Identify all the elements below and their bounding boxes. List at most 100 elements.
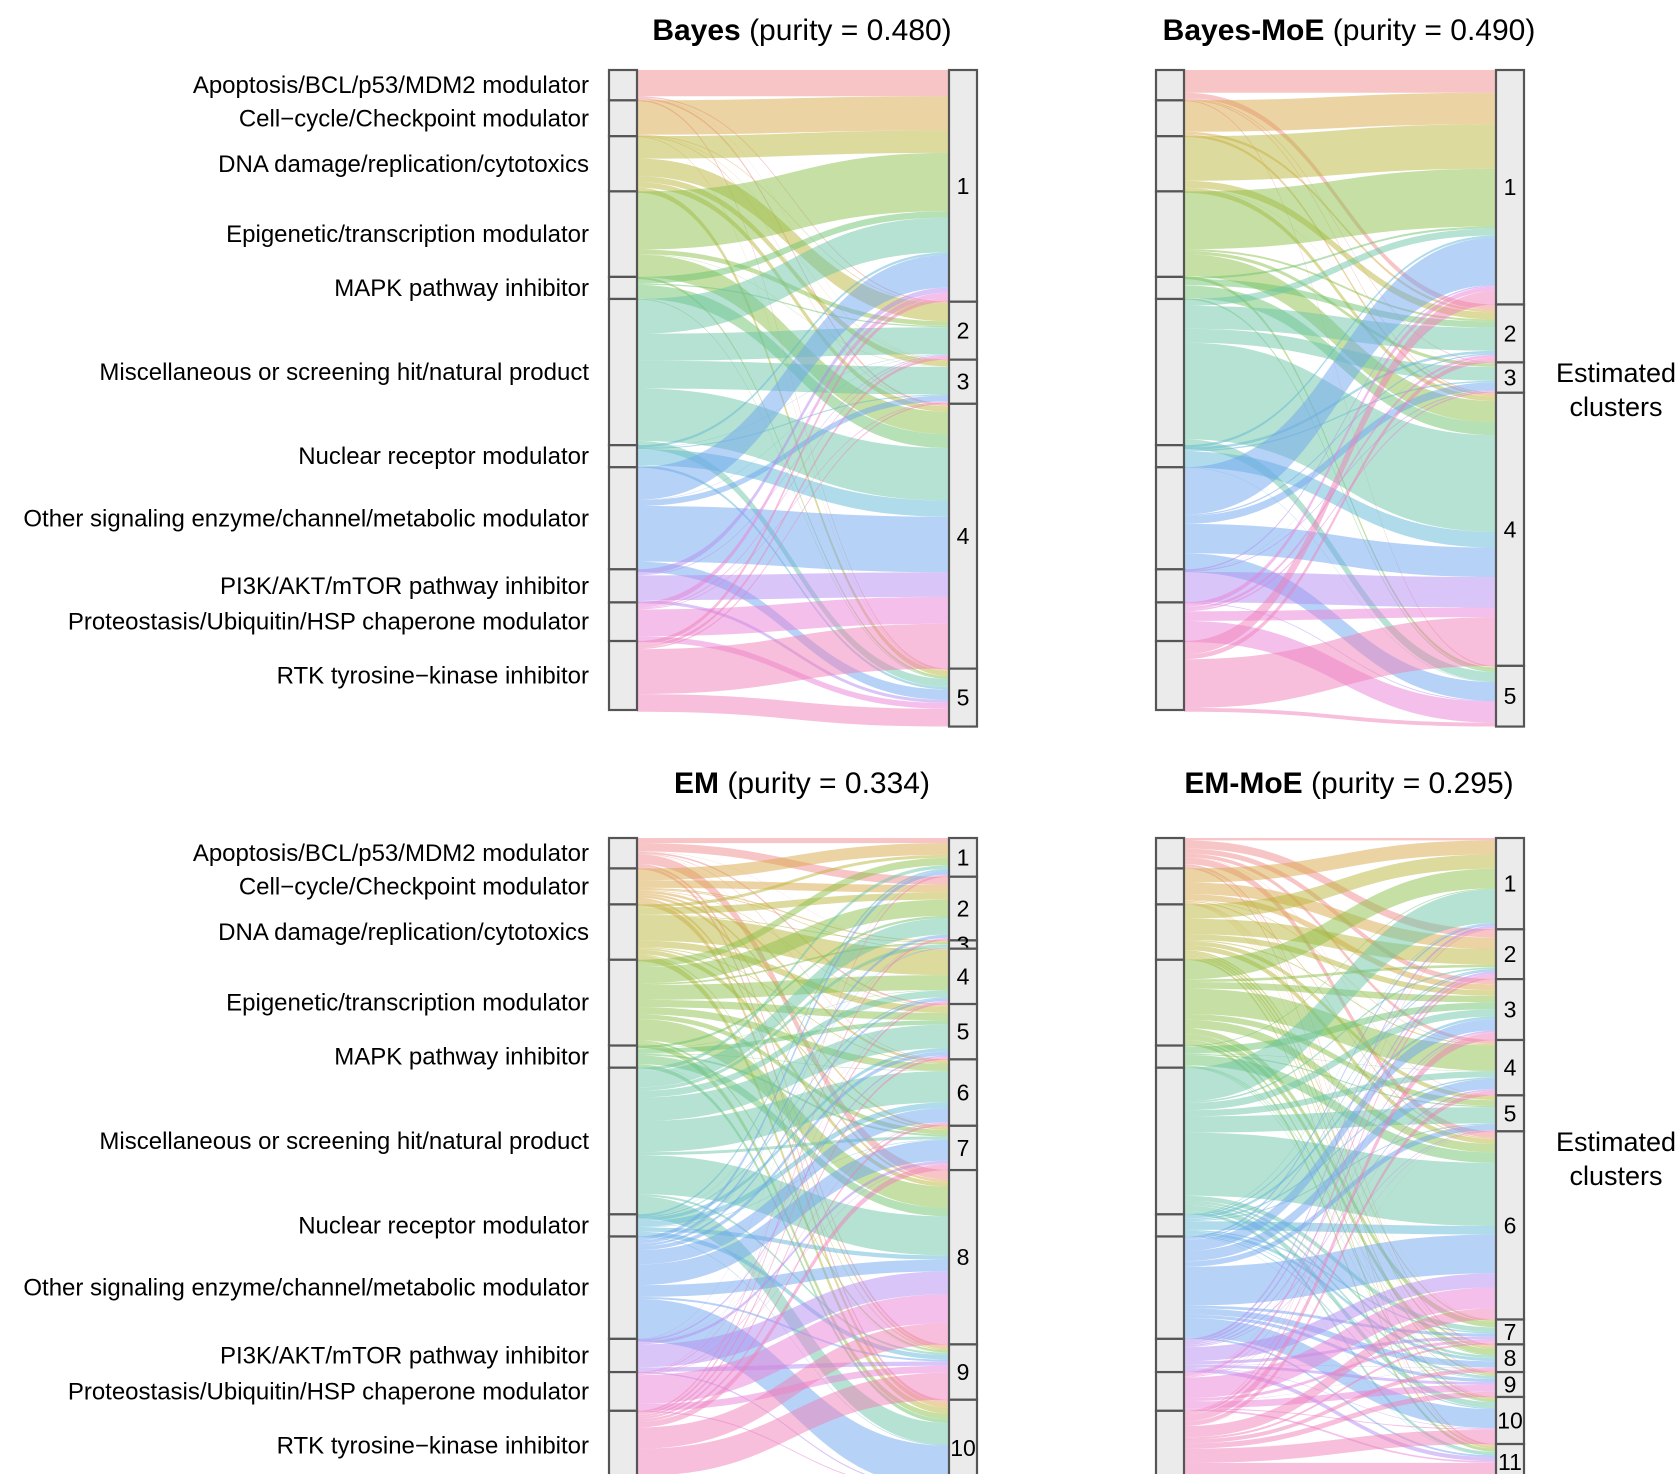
flow-band xyxy=(637,297,949,645)
flow-band xyxy=(1184,1368,1496,1462)
flow-band xyxy=(637,354,949,449)
flow-band xyxy=(637,997,949,1218)
flow-band xyxy=(1184,838,1496,841)
flow-band xyxy=(1184,235,1496,448)
flow-band xyxy=(637,130,949,159)
flow-band xyxy=(637,70,949,97)
cluster-node xyxy=(947,68,979,303)
category-label: Nuclear receptor modulator xyxy=(298,1212,589,1239)
flow-band xyxy=(1184,928,1496,1412)
cluster-label: 2 xyxy=(1504,941,1517,967)
category-node xyxy=(1154,1409,1186,1474)
alluvial-panel-2: Bayes-MoE (purity = 0.490) 1 2 3 4 5 Estimated… xyxy=(1154,14,1676,728)
category-node xyxy=(607,1213,639,1238)
flow-band xyxy=(637,1042,949,1420)
flow-band xyxy=(637,843,949,881)
category-node xyxy=(1154,68,1186,102)
flow-band xyxy=(637,694,949,727)
flow-band xyxy=(1184,888,1496,1047)
flow-band xyxy=(637,914,949,943)
cluster-label: 2 xyxy=(1504,320,1517,346)
flow-band xyxy=(637,874,949,1340)
category-label: Nuclear receptor modulator xyxy=(298,443,589,470)
category-label: DNA damage/replication/cytotoxics xyxy=(218,151,589,178)
flow-band xyxy=(1184,1107,1496,1133)
category-label: Cell−cycle/Checkpoint modulator xyxy=(239,873,589,900)
flow-band xyxy=(637,572,949,601)
category-label: Proteostasis/Ubiquitin/HSP chaperone mod… xyxy=(68,1378,589,1405)
category-label: RTK tyrosine−kinase inhibitor xyxy=(277,663,589,690)
flow-band xyxy=(637,918,949,1088)
flow-band xyxy=(1184,70,1496,93)
flow-band xyxy=(1184,180,1496,320)
alluvial-panel-1: Bayes (purity = 0.480) Apoptosis/BCL/p53/… xyxy=(23,14,979,728)
flow-band xyxy=(1184,976,1496,1415)
flow-band xyxy=(1184,286,1496,607)
flow-band xyxy=(1184,187,1496,402)
flow-band xyxy=(1184,380,1496,452)
category-node xyxy=(1154,903,1186,961)
flow-band xyxy=(637,1372,949,1474)
flow-band xyxy=(637,1160,949,1345)
flow-band xyxy=(637,868,949,1217)
cluster-node xyxy=(947,1168,979,1346)
flow-band xyxy=(1184,1234,1496,1306)
alluvial-panel-4: EM-MoE (purity = 0.295) 1 2 3 4 5 6 789 10 11 Esti… xyxy=(1154,767,1676,1474)
cluster-node xyxy=(1494,391,1526,667)
category-node xyxy=(1154,297,1186,447)
flow-band xyxy=(637,354,949,576)
category-label: MAPK pathway inhibitor xyxy=(334,1044,589,1071)
flow-band xyxy=(637,947,949,1244)
flow-band xyxy=(1184,92,1496,132)
category-node xyxy=(607,1337,639,1374)
flow-band xyxy=(1184,1089,1496,1347)
cluster-node xyxy=(1494,68,1526,306)
estimated-clusters-label: Estimated xyxy=(1556,1127,1676,1157)
category-node xyxy=(607,135,639,193)
cluster-label: 2 xyxy=(957,318,970,344)
flow-band xyxy=(637,254,949,367)
flow-band xyxy=(1184,1429,1496,1463)
category-node xyxy=(607,275,639,301)
flow-band xyxy=(637,1122,949,1375)
cluster-label: 7 xyxy=(1504,1319,1517,1345)
flow-band xyxy=(637,283,949,328)
flow-band xyxy=(637,287,949,575)
flow-band xyxy=(637,1055,949,1342)
category-node xyxy=(1154,135,1186,193)
cluster-node xyxy=(947,1343,979,1401)
flow-band xyxy=(1184,1287,1496,1399)
flow-band xyxy=(637,892,949,915)
flow-band xyxy=(1184,1342,1496,1440)
cluster-label: 4 xyxy=(957,523,970,549)
flow-band xyxy=(1184,934,1496,996)
cluster-label: 2 xyxy=(957,896,970,922)
category-label: Epigenetic/transcription modulator xyxy=(226,221,589,248)
flow-band xyxy=(1184,1090,1496,1426)
cluster-label: 8 xyxy=(957,1244,970,1270)
category-label: Apoptosis/BCL/p53/MDM2 modulator xyxy=(193,840,589,867)
flow-band xyxy=(1184,124,1496,181)
category-node xyxy=(607,1235,639,1340)
flow-band xyxy=(1184,572,1496,608)
cluster-node xyxy=(1494,928,1526,981)
category-node xyxy=(1154,958,1186,1047)
flow-band xyxy=(637,1001,949,1417)
flow-band xyxy=(637,937,949,1373)
flow-band xyxy=(1184,353,1496,516)
flow-band xyxy=(637,292,949,608)
cluster-label: 4 xyxy=(1504,1055,1517,1081)
cluster-label: 5 xyxy=(1504,683,1517,709)
category-node xyxy=(1154,1066,1186,1216)
cluster-label: 4 xyxy=(1504,516,1517,542)
category-node xyxy=(607,444,639,469)
flow-band xyxy=(1184,1030,1496,1346)
category-node xyxy=(607,568,639,604)
category-label: Other signaling enzyme/channel/metabolic… xyxy=(23,505,589,532)
flows xyxy=(1184,838,1496,1474)
cluster-label: 5 xyxy=(957,685,970,711)
flow-band xyxy=(1184,354,1496,572)
flow-band xyxy=(637,940,949,1013)
flow-band xyxy=(1184,1234,1496,1379)
